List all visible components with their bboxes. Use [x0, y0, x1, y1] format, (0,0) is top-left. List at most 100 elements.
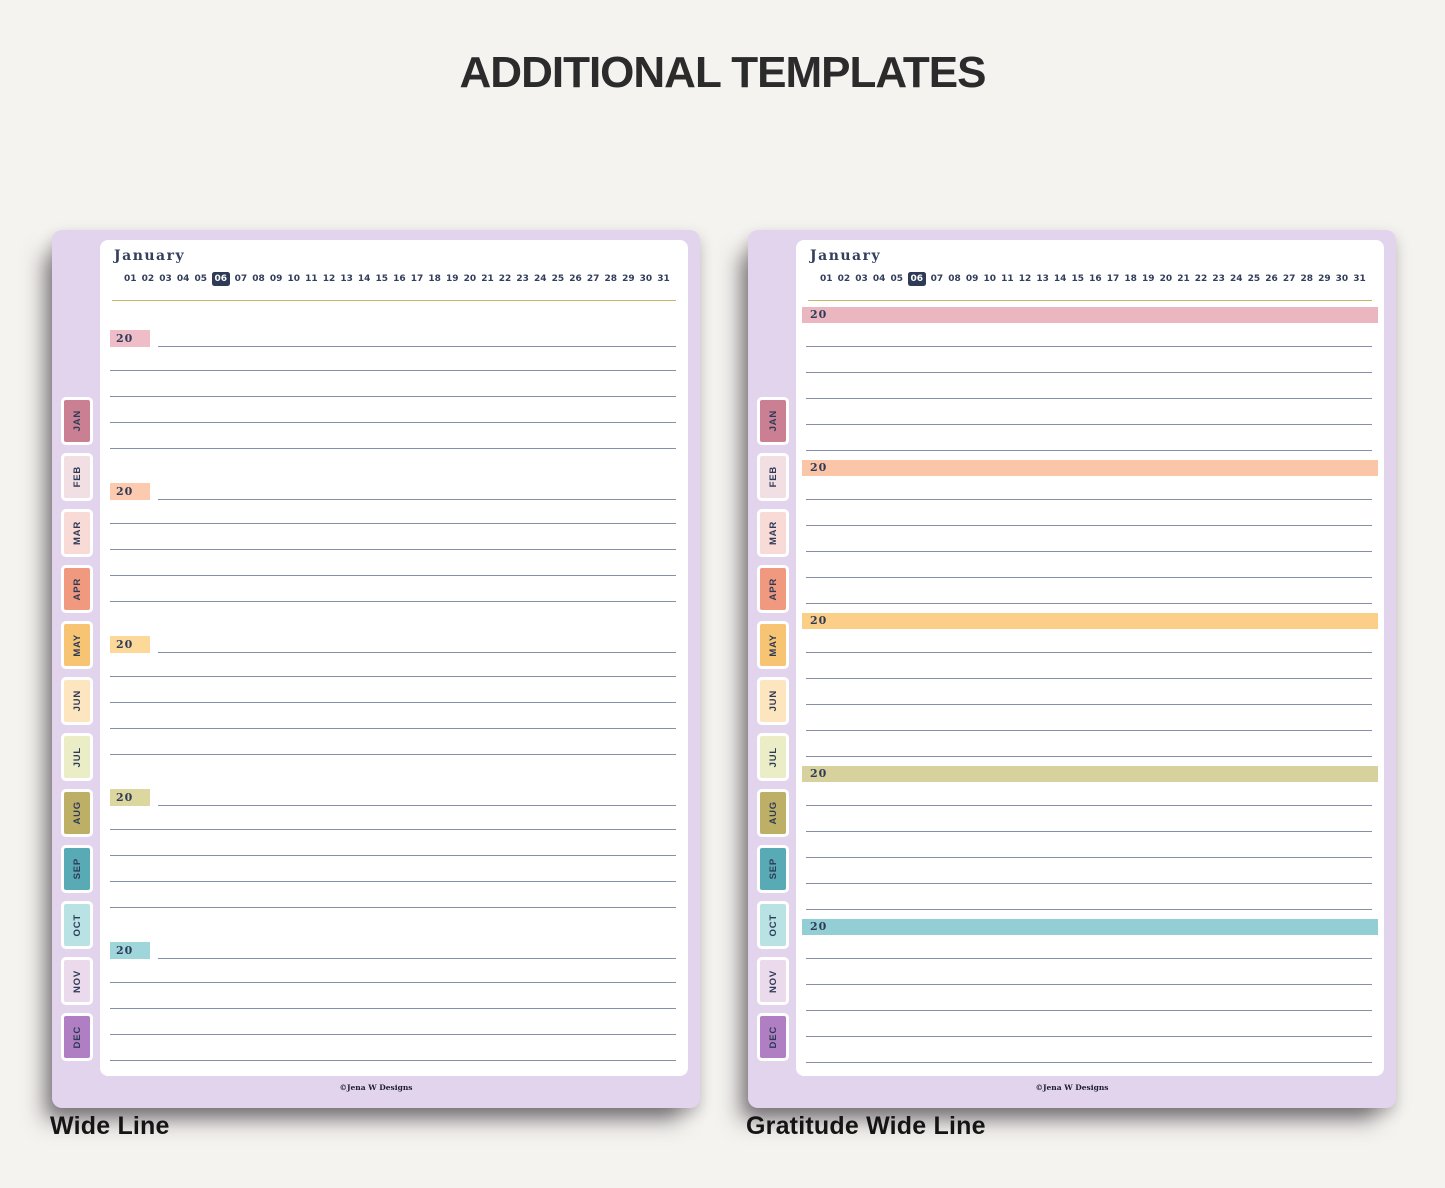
year-highlight-bar: 20 [802, 766, 1378, 782]
month-title: January [114, 248, 186, 264]
month-tab-oct[interactable]: OCT [757, 901, 789, 949]
date-10[interactable]: 10 [983, 274, 997, 284]
date-10[interactable]: 10 [287, 274, 301, 284]
month-tab-feb[interactable]: FEB [61, 453, 93, 501]
date-19[interactable]: 19 [445, 274, 459, 284]
date-24[interactable]: 24 [534, 274, 547, 284]
date-23[interactable]: 23 [1212, 274, 1225, 284]
writing-line [110, 601, 676, 602]
date-14[interactable]: 14 [1053, 274, 1067, 284]
month-tab-label: SEP [71, 858, 83, 880]
date-02[interactable]: 02 [837, 274, 851, 284]
date-20[interactable]: 20 [463, 274, 477, 284]
date-21[interactable]: 21 [481, 274, 494, 284]
month-tab-may[interactable]: MAY [61, 621, 93, 669]
month-tab-label: JUN [71, 690, 83, 712]
date-02[interactable]: 02 [141, 274, 155, 284]
date-08[interactable]: 08 [948, 274, 961, 284]
date-09[interactable]: 09 [269, 274, 283, 284]
date-28[interactable]: 28 [1300, 274, 1313, 284]
month-tab-label: AUG [767, 801, 779, 825]
date-09[interactable]: 09 [965, 274, 979, 284]
date-27[interactable]: 27 [586, 274, 600, 284]
date-20[interactable]: 20 [1159, 274, 1173, 284]
date-11[interactable]: 11 [305, 274, 318, 284]
date-03[interactable]: 03 [159, 274, 172, 284]
date-12[interactable]: 12 [322, 274, 336, 284]
month-tab-jul[interactable]: JUL [757, 733, 789, 781]
date-05[interactable]: 05 [194, 274, 207, 284]
month-tab-mar[interactable]: MAR [61, 509, 93, 557]
date-15[interactable]: 15 [375, 274, 389, 284]
date-25[interactable]: 25 [551, 274, 565, 284]
date-30[interactable]: 30 [1335, 274, 1349, 284]
month-tab-dec[interactable]: DEC [757, 1013, 789, 1061]
date-26[interactable]: 26 [569, 274, 582, 284]
writing-line [110, 396, 676, 397]
date-01[interactable]: 01 [820, 274, 833, 284]
month-tab-jan[interactable]: JAN [61, 397, 93, 445]
date-28[interactable]: 28 [604, 274, 617, 284]
writing-line [110, 676, 676, 677]
date-16[interactable]: 16 [393, 274, 406, 284]
month-tab-aug[interactable]: AUG [61, 789, 93, 837]
date-17[interactable]: 17 [1106, 274, 1120, 284]
month-tab-oct[interactable]: OCT [61, 901, 93, 949]
date-22[interactable]: 22 [498, 274, 512, 284]
date-30[interactable]: 30 [639, 274, 653, 284]
date-26[interactable]: 26 [1265, 274, 1278, 284]
month-tab-sep[interactable]: SEP [757, 845, 789, 893]
date-07[interactable]: 07 [930, 274, 944, 284]
month-tab-nov[interactable]: NOV [61, 957, 93, 1005]
month-tab-dec[interactable]: DEC [61, 1013, 93, 1061]
date-05[interactable]: 05 [890, 274, 903, 284]
date-29[interactable]: 29 [622, 274, 635, 284]
month-tab-jan[interactable]: JAN [757, 397, 789, 445]
date-03[interactable]: 03 [855, 274, 868, 284]
month-tab-mar[interactable]: MAR [757, 509, 789, 557]
date-14[interactable]: 14 [357, 274, 371, 284]
date-31[interactable]: 31 [1353, 274, 1366, 284]
date-07[interactable]: 07 [234, 274, 248, 284]
date-13[interactable]: 13 [1036, 274, 1049, 284]
date-08[interactable]: 08 [252, 274, 265, 284]
date-06-selected[interactable]: 06 [908, 272, 926, 286]
date-12[interactable]: 12 [1018, 274, 1032, 284]
writing-line [806, 525, 1372, 526]
date-04[interactable]: 04 [176, 274, 190, 284]
writing-line [806, 603, 1372, 604]
date-23[interactable]: 23 [516, 274, 529, 284]
month-tab-jun[interactable]: JUN [61, 677, 93, 725]
month-tab-sep[interactable]: SEP [61, 845, 93, 893]
writing-line [806, 958, 1372, 959]
date-25[interactable]: 25 [1247, 274, 1261, 284]
date-04[interactable]: 04 [872, 274, 886, 284]
header-divider [808, 300, 1372, 301]
date-24[interactable]: 24 [1230, 274, 1243, 284]
month-tab-label: APR [767, 577, 779, 601]
date-01[interactable]: 01 [124, 274, 137, 284]
date-22[interactable]: 22 [1194, 274, 1208, 284]
month-tab-jul[interactable]: JUL [61, 733, 93, 781]
date-29[interactable]: 29 [1318, 274, 1331, 284]
date-17[interactable]: 17 [410, 274, 424, 284]
date-11[interactable]: 11 [1001, 274, 1014, 284]
month-tab-aug[interactable]: AUG [757, 789, 789, 837]
date-27[interactable]: 27 [1282, 274, 1296, 284]
date-15[interactable]: 15 [1071, 274, 1085, 284]
month-tab-feb[interactable]: FEB [757, 453, 789, 501]
date-16[interactable]: 16 [1089, 274, 1102, 284]
date-13[interactable]: 13 [340, 274, 353, 284]
date-18[interactable]: 18 [428, 274, 441, 284]
date-19[interactable]: 19 [1141, 274, 1155, 284]
date-06-selected[interactable]: 06 [212, 272, 230, 286]
date-31[interactable]: 31 [657, 274, 670, 284]
writing-line [806, 652, 1372, 653]
month-tab-apr[interactable]: APR [757, 565, 789, 613]
date-18[interactable]: 18 [1124, 274, 1137, 284]
month-tab-apr[interactable]: APR [61, 565, 93, 613]
month-tab-may[interactable]: MAY [757, 621, 789, 669]
date-21[interactable]: 21 [1177, 274, 1190, 284]
month-tab-jun[interactable]: JUN [757, 677, 789, 725]
month-tab-nov[interactable]: NOV [757, 957, 789, 1005]
